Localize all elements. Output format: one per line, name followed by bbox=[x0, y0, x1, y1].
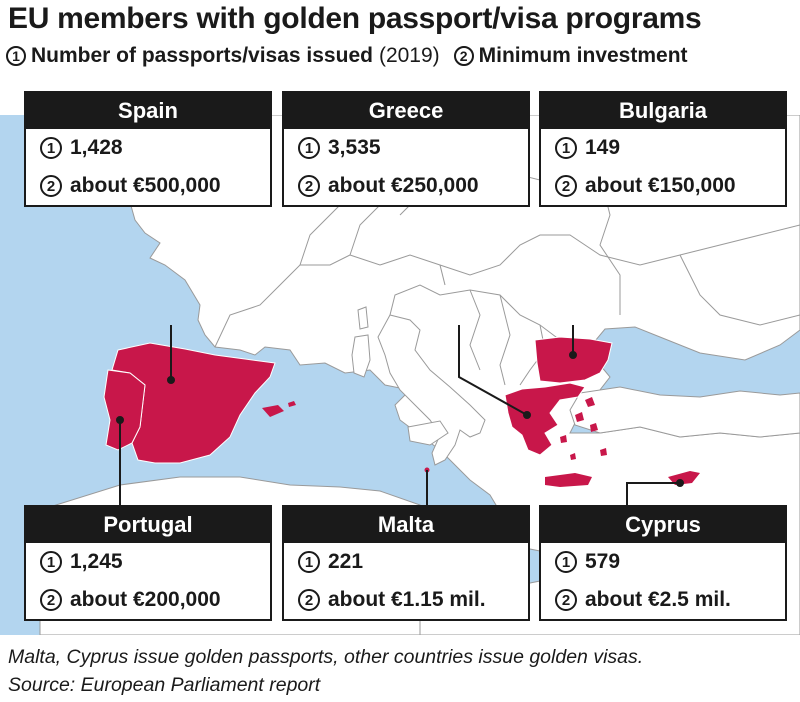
footnote: Malta, Cyprus issue golden passports, ot… bbox=[8, 643, 643, 699]
issued-row: 1 3,535 bbox=[284, 129, 528, 167]
marker-1: 1 bbox=[555, 551, 577, 573]
investment-row: 2 about €150,000 bbox=[541, 167, 785, 205]
issued-value: 3,535 bbox=[328, 136, 381, 159]
info-box-malta: Malta 1 221 2 about €1.15 mil. bbox=[282, 505, 530, 621]
marker-2: 2 bbox=[40, 175, 62, 197]
marker-1: 1 bbox=[40, 137, 62, 159]
investment-row: 2 about €250,000 bbox=[284, 167, 528, 205]
balearic-islands bbox=[262, 401, 296, 417]
investment-row: 2 about €200,000 bbox=[26, 581, 270, 619]
investment-value: about €1.15 mil. bbox=[328, 588, 486, 611]
sardinia bbox=[351, 334, 371, 378]
marker-1: 1 bbox=[6, 46, 26, 66]
cyprus bbox=[668, 471, 700, 485]
marker-2: 2 bbox=[555, 589, 577, 611]
investment-row: 2 about €2.5 mil. bbox=[541, 581, 785, 619]
info-box-cyprus: Cyprus 1 579 2 about €2.5 mil. bbox=[539, 505, 787, 621]
legend-issued-label: Number of passports/visas issued bbox=[31, 44, 373, 67]
investment-value: about €500,000 bbox=[70, 174, 221, 197]
country-name: Malta bbox=[284, 507, 528, 543]
country-name: Greece bbox=[284, 93, 528, 129]
issued-row: 1 1,245 bbox=[26, 543, 270, 581]
greek-islands bbox=[560, 397, 607, 460]
portugal bbox=[103, 369, 146, 451]
marker-2: 2 bbox=[298, 589, 320, 611]
investment-row: 2 about €1.15 mil. bbox=[284, 581, 528, 619]
legend: 1 Number of passports/visas issued (2019… bbox=[6, 44, 688, 68]
italy bbox=[377, 314, 486, 466]
crete bbox=[545, 473, 592, 487]
marker-2: 2 bbox=[40, 589, 62, 611]
anatolia bbox=[569, 386, 800, 438]
country-name: Bulgaria bbox=[541, 93, 785, 129]
leader-lines bbox=[116, 325, 684, 505]
corsica bbox=[357, 306, 369, 330]
sicily bbox=[407, 420, 449, 446]
legend-investment-label: Minimum investment bbox=[478, 44, 688, 67]
investment-value: about €2.5 mil. bbox=[585, 588, 731, 611]
issued-value: 1,245 bbox=[70, 550, 123, 573]
greece bbox=[504, 382, 586, 456]
leader-cyprus bbox=[626, 482, 680, 505]
issued-row: 1 579 bbox=[541, 543, 785, 581]
issued-row: 1 221 bbox=[284, 543, 528, 581]
info-box-greece: Greece 1 3,535 2 about €250,000 bbox=[282, 91, 530, 207]
marker-1: 1 bbox=[298, 137, 320, 159]
marker-2: 2 bbox=[555, 175, 577, 197]
issued-row: 1 149 bbox=[541, 129, 785, 167]
investment-value: about €250,000 bbox=[328, 174, 479, 197]
page-title: EU members with golden passport/visa pro… bbox=[8, 2, 702, 35]
info-box-spain: Spain 1 1,428 2 about €500,000 bbox=[24, 91, 272, 207]
investment-row: 2 about €500,000 bbox=[26, 167, 270, 205]
issued-value: 149 bbox=[585, 136, 621, 159]
leader-greece bbox=[458, 325, 528, 416]
country-name: Portugal bbox=[26, 507, 270, 543]
issued-row: 1 1,428 bbox=[26, 129, 270, 167]
bulgaria bbox=[534, 336, 613, 384]
issued-value: 579 bbox=[585, 550, 621, 573]
country-name: Cyprus bbox=[541, 507, 785, 543]
marker-2: 2 bbox=[453, 46, 474, 66]
marker-1: 1 bbox=[555, 137, 577, 159]
footnote-source: Source: European Parliament report bbox=[8, 674, 321, 696]
issued-value: 221 bbox=[328, 550, 364, 573]
legend-year: (2019) bbox=[378, 44, 440, 67]
info-box-portugal: Portugal 1 1,245 2 about €200,000 bbox=[24, 505, 272, 621]
marker-2: 2 bbox=[298, 175, 320, 197]
country-name: Spain bbox=[26, 93, 270, 129]
investment-value: about €150,000 bbox=[585, 174, 736, 197]
info-box-bulgaria: Bulgaria 1 149 2 about €150,000 bbox=[539, 91, 787, 207]
issued-value: 1,428 bbox=[70, 136, 123, 159]
marker-1: 1 bbox=[40, 551, 62, 573]
marker-1: 1 bbox=[298, 551, 320, 573]
investment-value: about €200,000 bbox=[70, 588, 221, 611]
footnote-note: Malta, Cyprus issue golden passports, ot… bbox=[8, 646, 644, 668]
